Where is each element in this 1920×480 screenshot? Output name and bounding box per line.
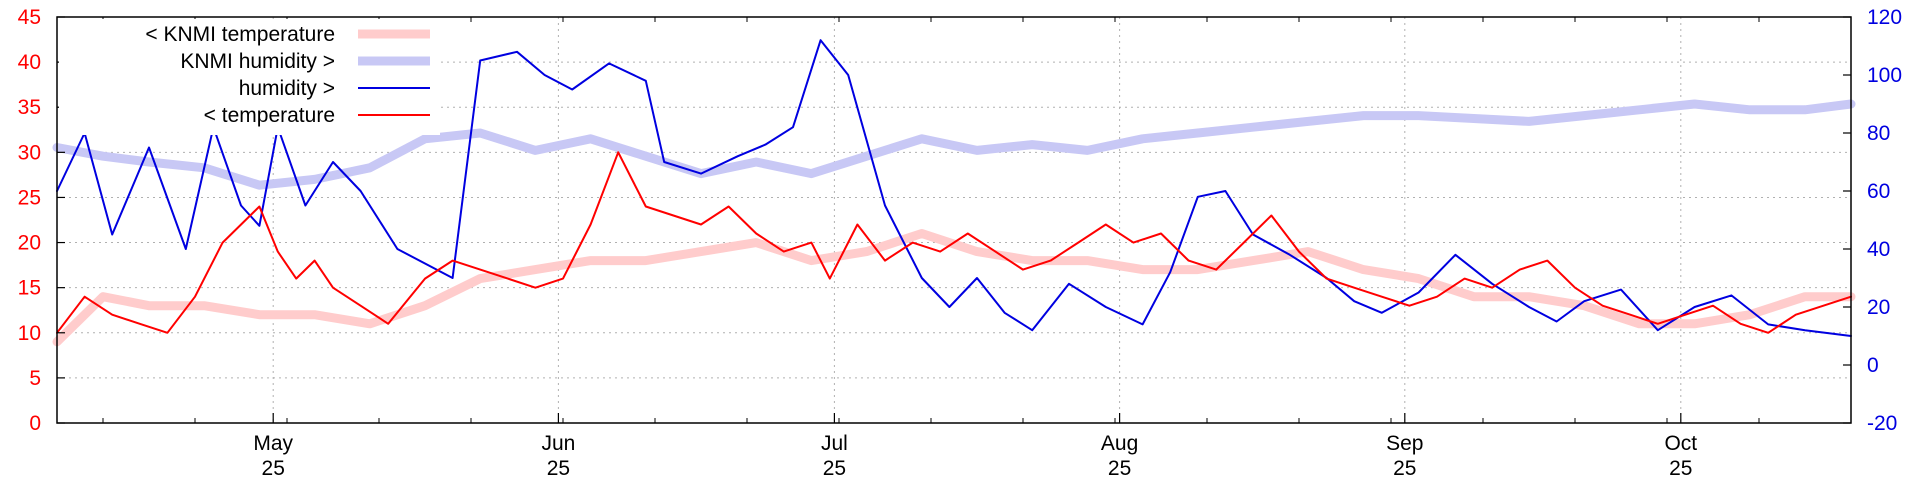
- x-tick-sublabel: 25: [1393, 457, 1416, 480]
- grid-lines: [57, 17, 1851, 423]
- y-left-tick-label: 25: [18, 186, 41, 209]
- legend-label-3: < temperature: [204, 104, 335, 127]
- y-right-tick-label: 100: [1867, 64, 1902, 87]
- x-tick-label: May: [253, 432, 293, 455]
- legend-label-1: KNMI humidity >: [180, 50, 335, 73]
- y-left-tick-label: 35: [18, 96, 41, 119]
- x-tick-sublabel: 25: [262, 457, 285, 480]
- x-tick-label: Aug: [1101, 432, 1138, 455]
- x-tick-sublabel: 25: [823, 457, 846, 480]
- x-tick-sublabel: 25: [1669, 457, 1692, 480]
- y-left-tick-label: 0: [29, 412, 41, 435]
- legend-label-0: < KNMI temperature: [145, 23, 335, 46]
- y-right-tick-label: 120: [1867, 6, 1902, 29]
- series-line-0: [52, 229, 1856, 347]
- y-right-tick-label: 60: [1867, 180, 1890, 203]
- y-left-tick-label: 30: [18, 141, 41, 164]
- series-layer: [52, 39, 1856, 347]
- y-left-tick-label: 5: [29, 367, 41, 390]
- x-tick-label: Oct: [1664, 432, 1697, 455]
- y-right-tick-label: 40: [1867, 238, 1890, 261]
- y-left-tick-label: 10: [18, 322, 41, 345]
- y-right-tick-label: 0: [1867, 354, 1879, 377]
- y-right-tick-label: 20: [1867, 296, 1890, 319]
- axes: 051015202530354045-20020406080100120May2…: [18, 6, 1902, 480]
- x-tick-label: Sep: [1386, 432, 1423, 455]
- y-left-tick-label: 15: [18, 277, 41, 300]
- series-line-2: [56, 39, 1852, 337]
- x-tick-sublabel: 25: [1108, 457, 1131, 480]
- x-tick-sublabel: 25: [547, 457, 570, 480]
- y-left-tick-label: 45: [18, 6, 41, 29]
- legend-label-2: humidity >: [239, 77, 335, 100]
- series-line-3: [56, 151, 1852, 334]
- legend: < KNMI temperature KNMI humidity > humidit…: [59, 19, 440, 135]
- y-left-tick-label: 20: [18, 232, 41, 255]
- x-tick-label: Jun: [541, 432, 575, 455]
- series-line-1: [52, 99, 1856, 190]
- y-right-tick-label: 80: [1867, 122, 1890, 145]
- y-right-tick-label: -20: [1867, 412, 1897, 435]
- plot-frame: [56, 16, 1852, 424]
- x-tick-label: Jul: [821, 432, 848, 455]
- y-left-tick-label: 40: [18, 51, 41, 74]
